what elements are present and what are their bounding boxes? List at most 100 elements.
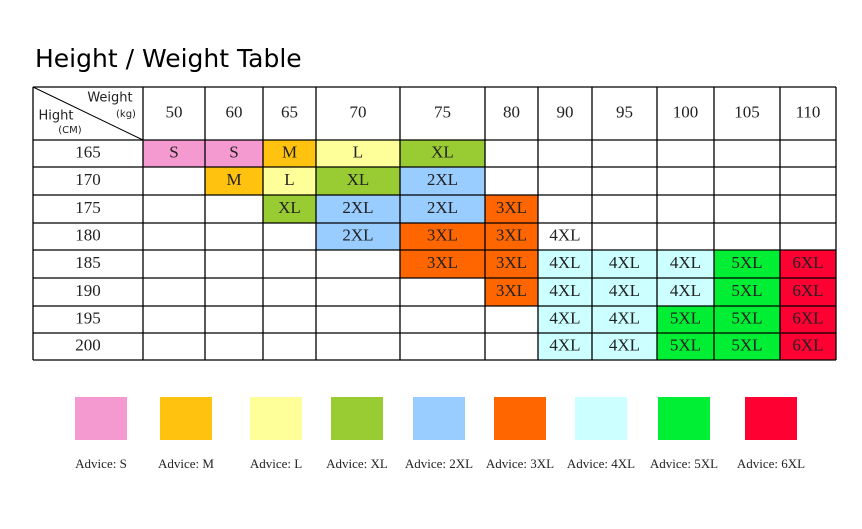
size-label: 4XL [549,281,580,300]
size-cell [538,223,592,250]
size-cell [485,278,538,306]
size-cell [485,223,538,250]
size-cell [657,333,714,360]
size-cell [485,250,538,278]
size-cell [592,250,657,278]
size-label: XL [431,142,454,161]
size-label: 4XL [549,308,580,327]
size-label: S [169,142,178,161]
legend-label: Advice: 5XL [650,456,718,471]
size-label: 4XL [549,253,580,272]
size-cell [263,195,316,223]
size-label: XL [347,170,370,189]
size-label: 2XL [427,170,458,189]
size-cell [780,333,836,360]
size-cell [714,250,780,278]
size-cell [592,278,657,306]
corner-height-unit: (CM) [58,125,82,136]
legend-swatch [250,397,302,440]
size-label: 2XL [342,225,373,244]
size-cell [780,250,836,278]
size-label: 4XL [549,335,580,354]
size-label: 6XL [792,281,823,300]
size-cell [316,140,400,167]
size-label: 4XL [609,335,640,354]
size-label: 4XL [670,253,701,272]
weight-header: 105 [734,102,760,121]
size-label: S [229,142,238,161]
size-cell [538,306,592,333]
weight-header: 90 [557,102,574,121]
height-label: 185 [75,253,101,272]
size-label: 2XL [342,198,373,217]
size-cell [714,333,780,360]
legend-swatch [413,397,465,440]
legend-label: Advice: XL [326,456,388,471]
size-label: 6XL [792,253,823,272]
size-label: 4XL [670,281,701,300]
weight-header: 75 [434,102,451,121]
size-label: 4XL [609,253,640,272]
weight-header: 80 [503,102,520,121]
weight-header: 95 [616,102,633,121]
size-cell [316,223,400,250]
height-label: 175 [75,198,101,217]
height-label: 170 [75,170,101,189]
size-label: 3XL [496,253,527,272]
size-label: 4XL [609,308,640,327]
size-cell [143,140,205,167]
legend-label: Advice: 4XL [567,456,635,471]
legend-swatch [494,397,546,440]
size-cell [400,250,485,278]
legend-swatch [575,397,627,440]
size-label: M [226,170,241,189]
size-cell [485,195,538,223]
size-cell [205,140,263,167]
size-cell [657,306,714,333]
size-label: 5XL [731,281,762,300]
size-label: 5XL [670,335,701,354]
size-cell [400,140,485,167]
size-label: 2XL [427,198,458,217]
size-label: 4XL [609,281,640,300]
size-label: 3XL [427,253,458,272]
size-label: 5XL [731,253,762,272]
size-label: 4XL [549,225,580,244]
corner-height: Hight [39,109,74,124]
height-label: 190 [75,281,101,300]
legend-swatch [745,397,797,440]
size-cell [263,140,316,167]
size-label: 6XL [792,335,823,354]
size-cell [205,167,263,195]
size-cell [316,195,400,223]
weight-header: 65 [281,102,298,121]
size-cell [714,306,780,333]
size-cell [400,195,485,223]
size-cell [714,278,780,306]
size-label: M [282,142,297,161]
size-label: 3XL [427,225,458,244]
size-cell [657,250,714,278]
weight-header: 60 [226,102,243,121]
size-label: 3XL [496,198,527,217]
size-label: L [353,142,363,161]
height-label: 195 [75,308,101,327]
height-label: 180 [75,225,101,244]
size-cell [263,167,316,195]
corner-diagonal [32,86,144,141]
size-label: 5XL [731,308,762,327]
size-label: 5XL [670,308,701,327]
size-label: 3XL [496,281,527,300]
size-cell [538,278,592,306]
weight-header: 50 [166,102,183,121]
legend-label: Advice: 3XL [486,456,554,471]
legend-label: Advice: M [158,456,214,471]
size-label: L [284,170,294,189]
title: Height / Weight Table [35,44,302,73]
legend-swatch [160,397,212,440]
legend-swatch [658,397,710,440]
size-cell [592,306,657,333]
size-cell [538,250,592,278]
